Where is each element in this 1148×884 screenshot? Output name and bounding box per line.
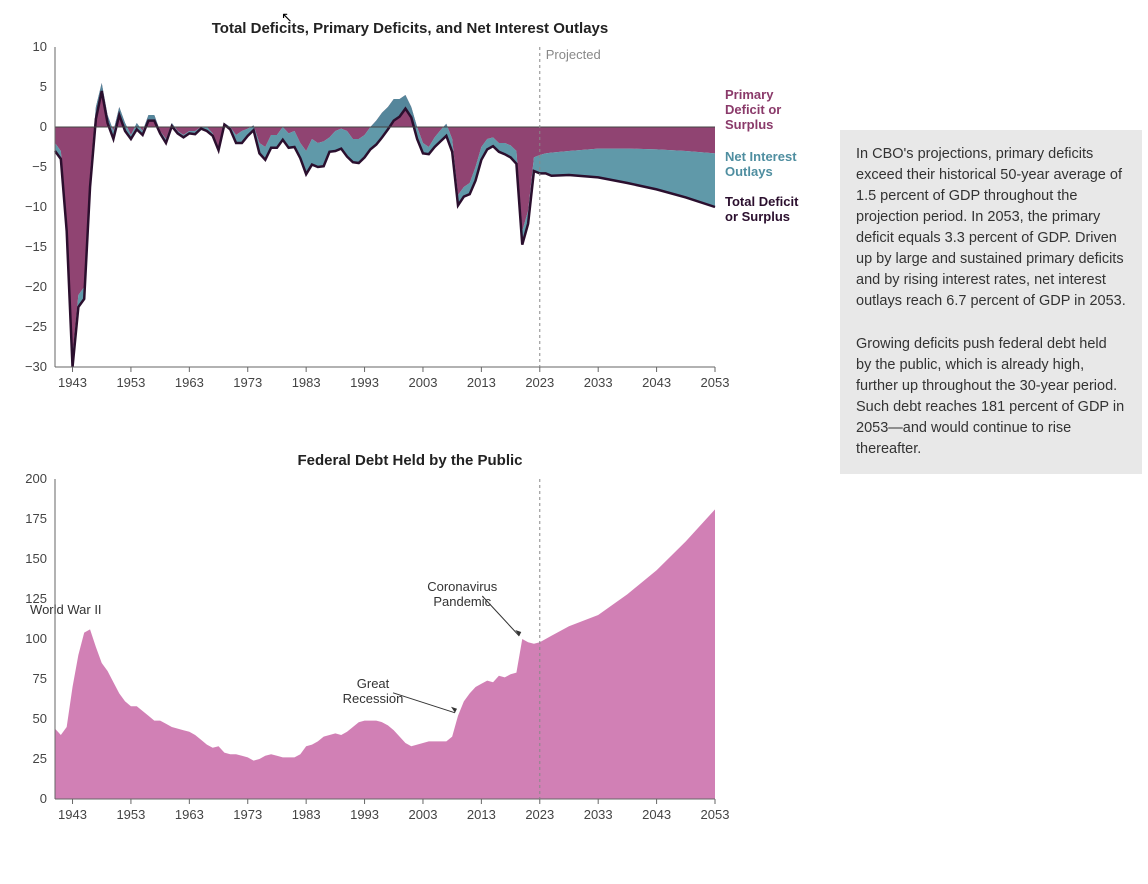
svg-text:2013: 2013 (467, 375, 496, 390)
svg-text:1973: 1973 (233, 375, 262, 390)
svg-text:2043: 2043 (642, 375, 671, 390)
svg-text:10: 10 (33, 39, 47, 54)
svg-text:150: 150 (25, 551, 47, 566)
sidebar-p1: In CBO's projections, primary deficits e… (856, 144, 1126, 312)
annotation-1: GreatRecession (343, 676, 404, 706)
svg-text:1953: 1953 (116, 375, 145, 390)
svg-text:−30: −30 (25, 359, 47, 374)
legend-2: Total Deficit or Surplus (725, 195, 807, 225)
annotation-2: CoronavirusPandemic (427, 579, 498, 609)
svg-text:1993: 1993 (350, 375, 379, 390)
svg-text:25: 25 (33, 751, 47, 766)
chart1-svg: −30 −25 −20 −15 −10 −5 0 5 10 1943 1953 1963 1973 198… (10, 37, 810, 407)
charts-column: Total Deficits, Primary Deficits, and Ne… (10, 20, 810, 884)
svg-text:2053: 2053 (701, 375, 730, 390)
svg-text:1963: 1963 (175, 375, 204, 390)
svg-text:175: 175 (25, 511, 47, 526)
svg-text:75: 75 (33, 671, 47, 686)
svg-text:−15: −15 (25, 239, 47, 254)
svg-text:0: 0 (40, 791, 47, 806)
svg-text:50: 50 (33, 711, 47, 726)
deficits-chart: Total Deficits, Primary Deficits, and Ne… (10, 20, 810, 412)
sidebar-note: In CBO's projections, primary deficits e… (840, 130, 1142, 474)
svg-text:−20: −20 (25, 279, 47, 294)
svg-text:2033: 2033 (584, 375, 613, 390)
legend-1: Net Interest Outlays (725, 150, 807, 180)
debt-area (55, 509, 715, 799)
page-root: ↖ Total Deficits, Primary Deficits, and … (0, 0, 1148, 815)
svg-text:−10: −10 (25, 199, 47, 214)
svg-text:0: 0 (40, 119, 47, 134)
svg-text:1983: 1983 (292, 375, 321, 390)
svg-text:−25: −25 (25, 319, 47, 334)
svg-text:200: 200 (25, 471, 47, 486)
chart1-title: Total Deficits, Primary Deficits, and Ne… (10, 20, 810, 37)
svg-text:−5: −5 (32, 159, 47, 174)
debt-chart: Federal Debt Held by the Public 0 25 50 75 1… (10, 452, 810, 844)
svg-text:Projected: Projected (546, 47, 601, 62)
svg-text:1943: 1943 (58, 375, 87, 390)
annotation-0: World War II (30, 602, 102, 617)
chart2-title: Federal Debt Held by the Public (10, 452, 810, 469)
sidebar-p2: Growing deficits push federal debt held … (856, 334, 1126, 460)
legend-0: Primary Deficit or Surplus (725, 88, 807, 133)
svg-text:100: 100 (25, 631, 47, 646)
svg-text:2003: 2003 (409, 375, 438, 390)
svg-text:2023: 2023 (525, 375, 554, 390)
chart2-svg: 0255075100125150175200194319531963197319… (10, 469, 810, 839)
svg-text:5: 5 (40, 79, 47, 94)
